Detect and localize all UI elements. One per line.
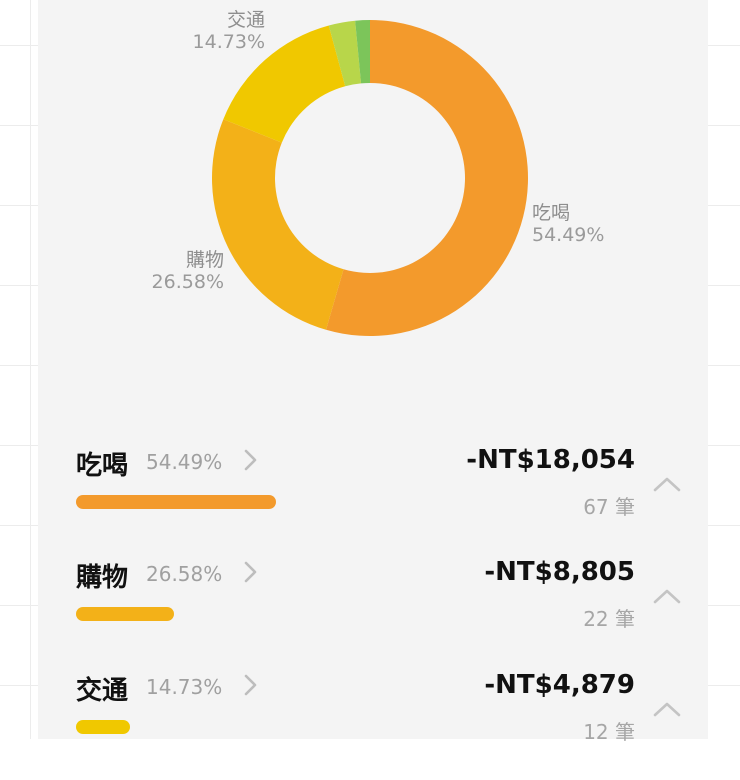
slice-label-eat-pct: 54.49%	[532, 223, 605, 246]
category-count: 22 筆	[583, 607, 635, 631]
slice-label-shop: 購物 26.58%	[130, 249, 224, 294]
slice-label-traffic: 交通 14.73%	[175, 9, 265, 54]
slice-label-eat: 吃喝 54.49%	[532, 202, 605, 247]
chevron-right-icon[interactable]	[240, 672, 262, 698]
donut-slice-other-a	[328, 20, 362, 87]
donut-chart	[212, 20, 528, 336]
category-name: 購物	[76, 563, 129, 593]
donut-slice-traffic	[223, 25, 346, 143]
category-name: 吃喝	[76, 451, 129, 481]
chevron-up-icon[interactable]	[652, 587, 682, 605]
slice-label-shop-pct: 26.58%	[151, 270, 224, 293]
category-name: 交通	[76, 676, 129, 706]
category-progress-bar	[76, 495, 276, 509]
donut-slice-eat	[326, 20, 528, 336]
donut-slice-other-b	[355, 20, 370, 84]
category-count: 12 筆	[583, 720, 635, 744]
chevron-right-icon[interactable]	[240, 559, 262, 585]
category-row-shop[interactable]: 購物 26.58% -NT$8,805 22 筆	[0, 557, 740, 667]
category-progress-bar	[76, 720, 130, 734]
category-count: 67 筆	[583, 495, 635, 519]
chevron-up-icon[interactable]	[652, 475, 682, 493]
chevron-up-icon[interactable]	[652, 700, 682, 718]
category-amount: -NT$18,054	[466, 445, 635, 475]
category-percent: 26.58%	[146, 562, 223, 586]
chevron-right-icon[interactable]	[240, 447, 262, 473]
category-row-traffic[interactable]: 交通 14.73% -NT$4,879 12 筆	[0, 670, 740, 780]
slice-label-traffic-name: 交通	[226, 9, 265, 31]
slice-label-traffic-pct: 14.73%	[192, 30, 265, 53]
slice-label-eat-name: 吃喝	[532, 202, 571, 224]
category-amount: -NT$8,805	[484, 557, 635, 587]
category-percent: 54.49%	[146, 450, 223, 474]
category-progress-bar	[76, 607, 174, 621]
slice-label-shop-name: 購物	[185, 249, 224, 271]
donut-slice-shop	[212, 119, 344, 330]
category-row-eat[interactable]: 吃喝 54.49% -NT$18,054 67 筆	[0, 445, 740, 555]
category-percent: 14.73%	[146, 675, 223, 699]
category-amount: -NT$4,879	[484, 670, 635, 700]
